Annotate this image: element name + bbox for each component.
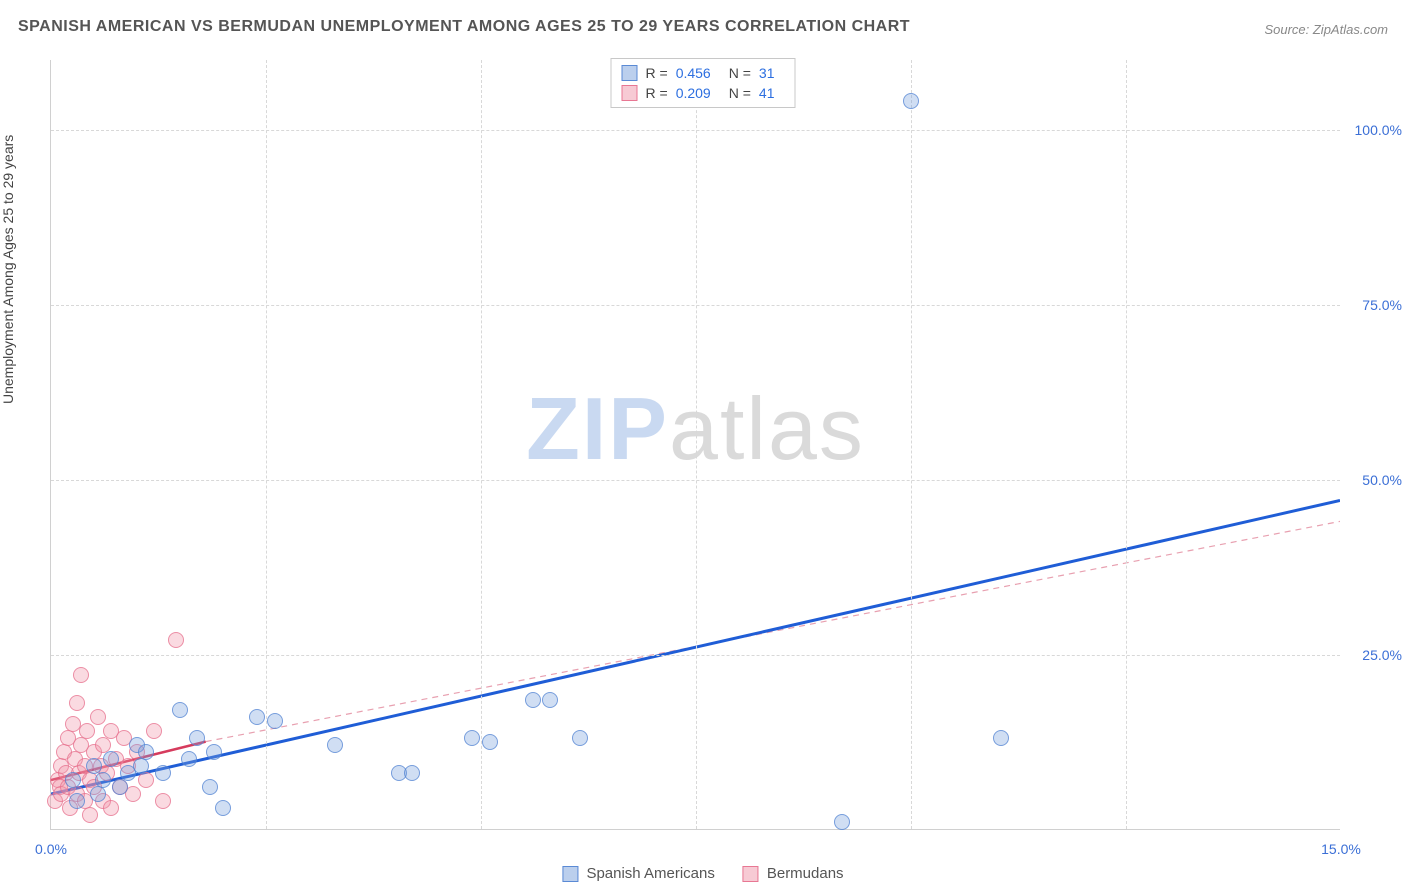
stats-r-value-spanish: 0.456 — [676, 65, 711, 81]
scatter-point — [90, 709, 106, 725]
scatter-point — [73, 667, 89, 683]
stats-row-bermudan: R = 0.209 N = 41 — [622, 83, 785, 103]
plot-area: ZIPatlas 25.0%50.0%75.0%100.0%0.0%15.0% — [50, 60, 1340, 830]
stats-r-label-2: R = — [646, 85, 668, 101]
gridline-vertical — [266, 60, 267, 829]
scatter-point — [103, 800, 119, 816]
stats-box: R = 0.456 N = 31 R = 0.209 N = 41 — [611, 58, 796, 108]
stats-r-label: R = — [646, 65, 668, 81]
scatter-point — [525, 692, 541, 708]
scatter-point — [327, 737, 343, 753]
scatter-point — [82, 807, 98, 823]
scatter-point — [215, 800, 231, 816]
legend-item-bermudan: Bermudans — [743, 865, 844, 882]
scatter-point — [155, 793, 171, 809]
scatter-point — [65, 716, 81, 732]
gridline-vertical — [481, 60, 482, 829]
stats-n-value-bermudan: 41 — [759, 85, 775, 101]
stats-n-label: N = — [729, 65, 751, 81]
y-tick-label: 50.0% — [1362, 472, 1402, 488]
scatter-point — [267, 713, 283, 729]
stats-r-value-bermudan: 0.209 — [676, 85, 711, 101]
stats-swatch-pink — [622, 85, 638, 101]
gridline-vertical — [696, 60, 697, 829]
scatter-point — [79, 723, 95, 739]
watermark-atlas: atlas — [669, 379, 865, 478]
legend-label-spanish: Spanish Americans — [586, 865, 714, 882]
stats-n-value-spanish: 31 — [759, 65, 775, 81]
scatter-point — [65, 772, 81, 788]
scatter-point — [69, 695, 85, 711]
scatter-point — [993, 730, 1009, 746]
scatter-point — [834, 814, 850, 830]
legend-label-bermudan: Bermudans — [767, 865, 844, 882]
scatter-point — [572, 730, 588, 746]
gridline-vertical — [911, 60, 912, 829]
stats-swatch-blue — [622, 65, 638, 81]
correlation-chart: SPANISH AMERICAN VS BERMUDAN UNEMPLOYMEN… — [0, 0, 1406, 892]
scatter-point — [155, 765, 171, 781]
scatter-point — [138, 772, 154, 788]
gridline-vertical — [1126, 60, 1127, 829]
y-axis-label: Unemployment Among Ages 25 to 29 years — [0, 135, 16, 404]
legend-bottom: Spanish Americans Bermudans — [562, 865, 843, 882]
scatter-point — [206, 744, 222, 760]
scatter-point — [542, 692, 558, 708]
scatter-point — [404, 765, 420, 781]
scatter-point — [146, 723, 162, 739]
y-tick-label: 75.0% — [1362, 297, 1402, 313]
scatter-point — [172, 702, 188, 718]
scatter-point — [168, 632, 184, 648]
scatter-point — [181, 751, 197, 767]
scatter-point — [189, 730, 205, 746]
scatter-point — [202, 779, 218, 795]
legend-swatch-pink — [743, 866, 759, 882]
scatter-point — [69, 793, 85, 809]
stats-row-spanish: R = 0.456 N = 31 — [622, 63, 785, 83]
x-tick-label: 15.0% — [1321, 841, 1361, 857]
scatter-point — [138, 744, 154, 760]
scatter-point — [903, 93, 919, 109]
scatter-point — [249, 709, 265, 725]
scatter-point — [95, 772, 111, 788]
y-tick-label: 100.0% — [1355, 122, 1402, 138]
y-tick-label: 25.0% — [1362, 647, 1402, 663]
scatter-point — [90, 786, 106, 802]
legend-swatch-blue — [562, 866, 578, 882]
scatter-point — [133, 758, 149, 774]
chart-title: SPANISH AMERICAN VS BERMUDAN UNEMPLOYMEN… — [18, 18, 910, 36]
scatter-point — [464, 730, 480, 746]
chart-source: Source: ZipAtlas.com — [1264, 22, 1388, 37]
stats-n-label-2: N = — [729, 85, 751, 101]
watermark-zip: ZIP — [526, 379, 669, 478]
x-tick-label: 0.0% — [35, 841, 67, 857]
scatter-point — [112, 779, 128, 795]
legend-item-spanish: Spanish Americans — [562, 865, 714, 882]
trend-line — [206, 521, 1340, 741]
scatter-point — [103, 751, 119, 767]
scatter-point — [482, 734, 498, 750]
